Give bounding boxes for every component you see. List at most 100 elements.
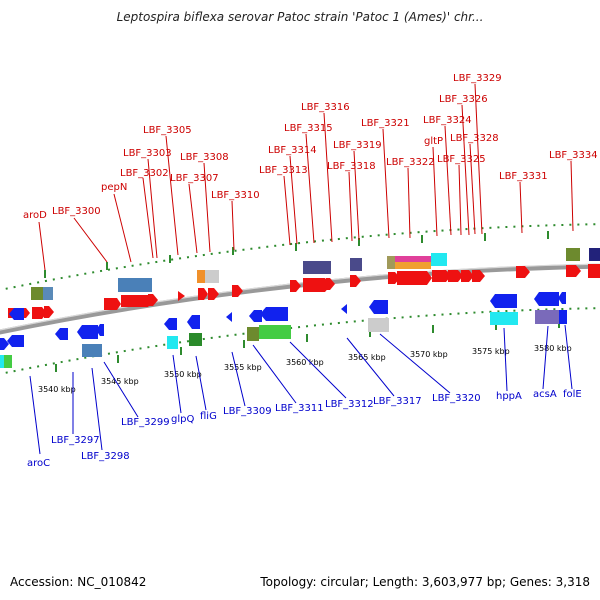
gene-arrow[interactable] — [534, 292, 559, 306]
gene-arrow[interactable] — [121, 295, 153, 307]
gene-label[interactable]: LBF_3320 — [432, 393, 481, 404]
feature-block[interactable] — [368, 318, 389, 332]
gene-arrow[interactable] — [208, 288, 219, 300]
gene-label[interactable]: LBF_3313 — [259, 165, 308, 176]
gene-label[interactable]: aroD — [23, 210, 47, 221]
feature-block[interactable] — [387, 256, 395, 269]
gene-label[interactable]: LBF_3324 — [423, 115, 472, 126]
gene-arrow[interactable] — [341, 304, 347, 314]
gene-label[interactable]: LBF_3325 — [437, 154, 486, 165]
feature-block[interactable] — [43, 287, 53, 300]
gene-label[interactable]: LBF_3309 — [223, 406, 272, 417]
gene-label[interactable]: LBF_3321 — [361, 118, 410, 129]
gene-arrow[interactable] — [7, 335, 24, 347]
gene-label[interactable]: LBF_3331 — [499, 171, 548, 182]
gene-arrow[interactable] — [164, 318, 177, 330]
gene-arrow[interactable] — [566, 265, 581, 277]
gene-arrow[interactable] — [9, 308, 24, 320]
gene-arrow[interactable] — [32, 307, 47, 319]
feature-block[interactable] — [535, 310, 559, 324]
gene-arrow[interactable] — [432, 270, 451, 282]
gene-arrow[interactable] — [260, 307, 288, 321]
feature-block[interactable] — [431, 253, 447, 266]
feature-block[interactable] — [0, 355, 4, 368]
gene-arrow[interactable] — [350, 275, 361, 287]
feature-block[interactable] — [350, 258, 362, 271]
gene-label[interactable]: LBF_3312 — [325, 399, 374, 410]
gene-arrow[interactable] — [290, 280, 301, 292]
gene-label[interactable]: LBF_3307 — [170, 173, 219, 184]
gene-label[interactable]: aroC — [27, 458, 50, 469]
gene-label[interactable]: LBF_3334 — [549, 150, 598, 161]
gene-arrow[interactable] — [490, 294, 517, 308]
gene-label[interactable]: LBF_3297 — [51, 435, 100, 446]
gene-arrow[interactable] — [77, 325, 98, 339]
feature-block[interactable] — [167, 336, 178, 349]
gene-label[interactable]: folE — [563, 389, 582, 400]
gene-arrow[interactable] — [461, 270, 474, 282]
gene-label[interactable]: LBF_3319 — [333, 140, 382, 151]
gene-label[interactable]: acsA — [533, 389, 557, 400]
gene-label[interactable]: LBF_3322 — [386, 157, 435, 168]
gene-arrow[interactable] — [148, 294, 158, 306]
gene-arrow[interactable] — [516, 266, 530, 278]
gene-arrow[interactable] — [178, 291, 185, 301]
feature-block[interactable] — [259, 325, 291, 339]
gene-arrow[interactable] — [303, 278, 331, 292]
gene-label[interactable]: LBF_3299 — [121, 417, 170, 428]
gene-arrow[interactable] — [472, 270, 485, 282]
gene-label[interactable]: glpQ — [171, 414, 194, 425]
gene-arrow[interactable] — [448, 270, 463, 282]
gene-label[interactable]: LBF_3318 — [327, 161, 376, 172]
feature-block[interactable] — [395, 256, 431, 262]
gene-arrow[interactable] — [96, 324, 104, 336]
gene-arrow[interactable] — [558, 292, 566, 304]
gene-label[interactable]: LBF_3300 — [52, 206, 101, 217]
gene-label[interactable]: gltP — [424, 136, 443, 147]
gene-arrow[interactable] — [0, 338, 9, 350]
feature-block[interactable] — [247, 327, 259, 341]
gene-label[interactable]: LBF_3310 — [211, 190, 260, 201]
gene-arrow[interactable] — [232, 285, 243, 297]
gene-arrow[interactable] — [104, 298, 121, 310]
feature-block[interactable] — [566, 248, 580, 261]
feature-block[interactable] — [82, 344, 102, 357]
feature-block[interactable] — [303, 261, 331, 274]
feature-block[interactable] — [589, 248, 600, 261]
feature-block[interactable] — [118, 278, 152, 292]
gene-label[interactable]: LBF_3308 — [180, 152, 229, 163]
gene-arrow[interactable] — [55, 328, 68, 340]
gene-label[interactable]: LBF_3329 — [453, 73, 502, 84]
gene-label[interactable]: fliG — [200, 411, 217, 422]
gene-label[interactable]: hppA — [496, 391, 522, 402]
feature-block[interactable] — [395, 262, 431, 269]
gene-arrow[interactable] — [559, 310, 567, 324]
gene-label[interactable]: LBF_3314 — [268, 145, 317, 156]
gene-label[interactable]: LBF_3328 — [450, 133, 499, 144]
gene-label[interactable]: LBF_3311 — [275, 403, 324, 414]
gene-label[interactable]: LBF_3317 — [373, 396, 422, 407]
gene-label[interactable]: LBF_3326 — [439, 94, 488, 105]
gene-arrow[interactable] — [249, 310, 262, 322]
gene-label[interactable]: LBF_3316 — [301, 102, 350, 113]
gene-arrow[interactable] — [44, 306, 54, 318]
gene-arrow[interactable] — [226, 312, 232, 322]
gene-label[interactable]: LBF_3305 — [143, 125, 192, 136]
feature-block[interactable] — [490, 312, 518, 325]
feature-block[interactable] — [197, 270, 205, 283]
gene-label[interactable]: pepN — [101, 182, 127, 193]
feature-block[interactable] — [31, 287, 45, 300]
gene-arrow[interactable] — [198, 288, 208, 300]
gene-arrow[interactable] — [187, 315, 200, 329]
gene-label[interactable]: LBF_3315 — [284, 123, 333, 134]
gene-label[interactable]: LBF_3298 — [81, 451, 130, 462]
gene-arrow[interactable] — [397, 271, 432, 285]
feature-block[interactable] — [189, 333, 202, 346]
gene-label[interactable]: LBF_3302 — [120, 168, 169, 179]
feature-block[interactable] — [4, 355, 12, 368]
gene-arrow[interactable] — [369, 300, 388, 314]
gene-label[interactable]: LBF_3303 — [123, 148, 172, 159]
feature-block[interactable] — [205, 270, 219, 283]
gene-arrow[interactable] — [588, 264, 600, 278]
gene-arrow[interactable] — [326, 278, 335, 290]
